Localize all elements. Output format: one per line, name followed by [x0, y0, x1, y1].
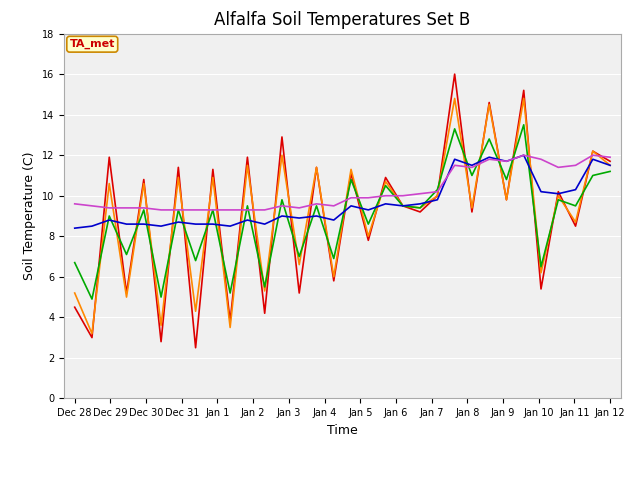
- Y-axis label: Soil Temperature (C): Soil Temperature (C): [23, 152, 36, 280]
- Text: TA_met: TA_met: [70, 39, 115, 49]
- X-axis label: Time: Time: [327, 424, 358, 437]
- Title: Alfalfa Soil Temperatures Set B: Alfalfa Soil Temperatures Set B: [214, 11, 470, 29]
